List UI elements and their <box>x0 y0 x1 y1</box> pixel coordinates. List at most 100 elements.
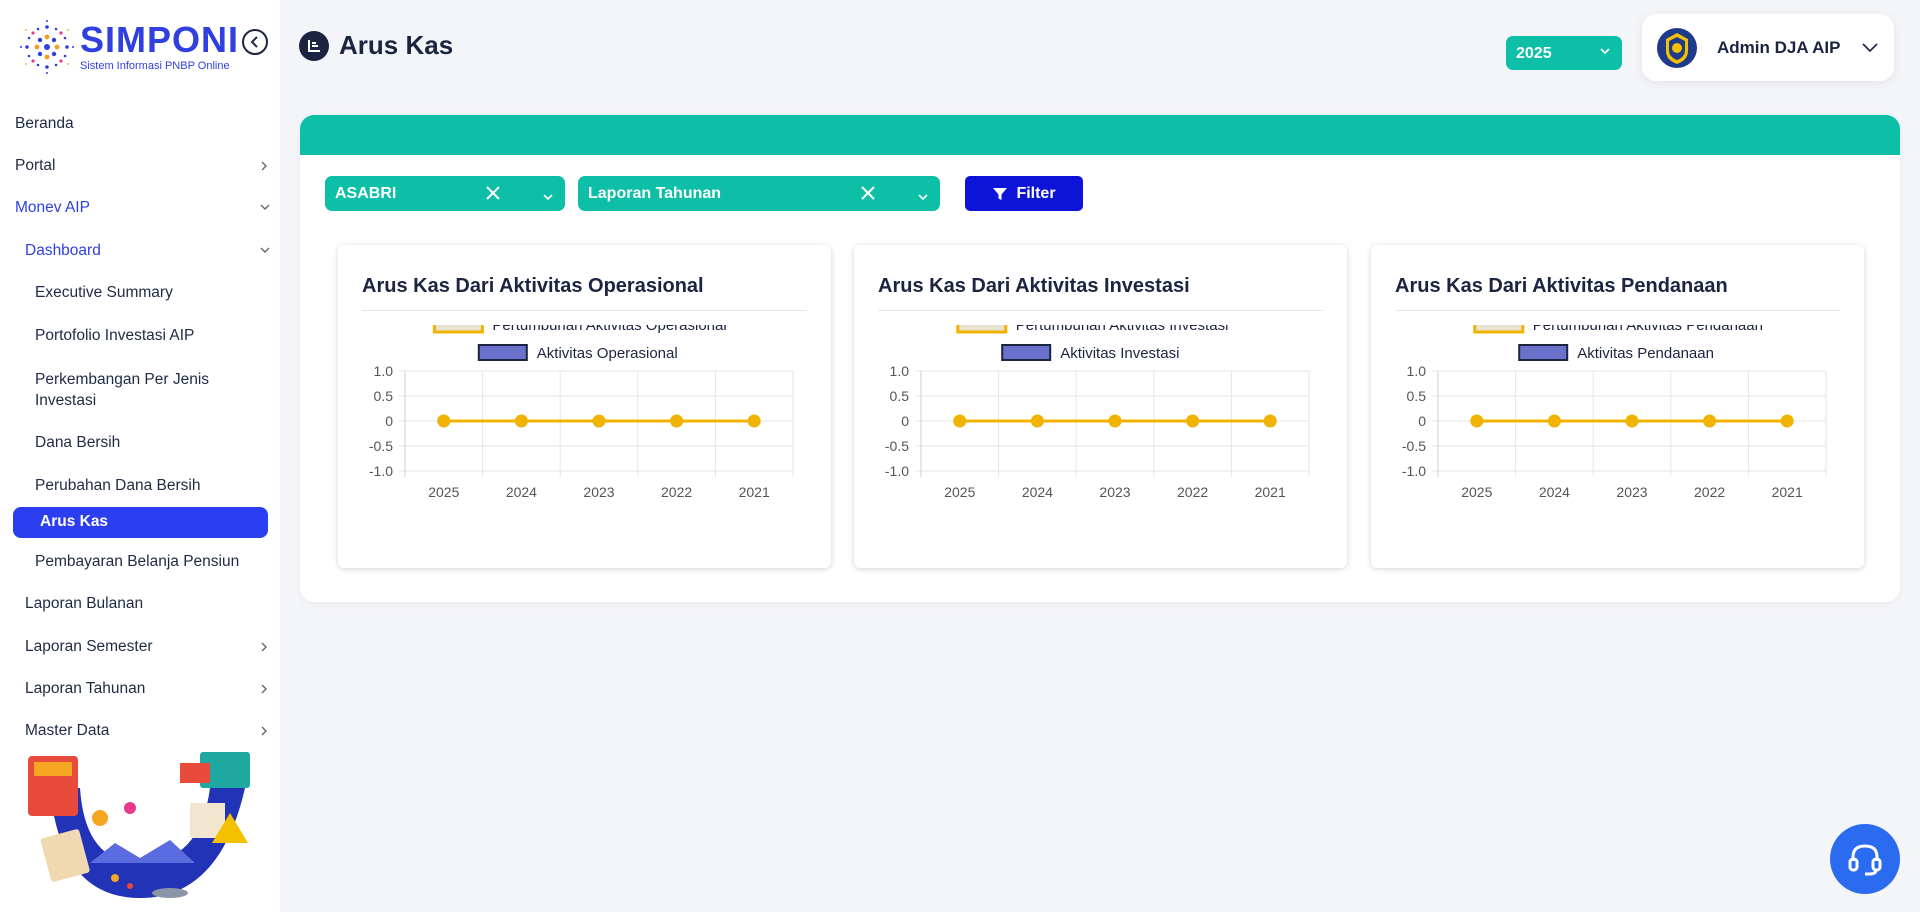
sidebar: SIMPONI Sistem Informasi PNBP Online Ber… <box>0 0 280 912</box>
legend-label: Aktivitas Investasi <box>1060 345 1179 362</box>
sidebar-item-label: Investasi <box>35 392 97 409</box>
clear-icon[interactable] <box>485 185 501 206</box>
x-tick-label: 2022 <box>1694 484 1725 500</box>
chart-card-investasi: Arus Kas Dari Aktivitas Investasi Pertum… <box>854 245 1347 568</box>
legend-swatch-activity <box>1001 344 1052 361</box>
app-tagline: Sistem Informasi PNBP Online <box>80 60 230 72</box>
chart-title: Arus Kas Dari Aktivitas Pendanaan <box>1395 275 1728 297</box>
data-point <box>747 414 761 428</box>
data-point <box>1547 414 1561 428</box>
line-chart: Pertumbuhan Aktivitas Investasi Aktivitas… <box>885 325 1310 500</box>
report-type-value: Laporan Tahunan <box>588 185 722 202</box>
data-point <box>514 414 528 428</box>
chart-card-pendanaan: Arus Kas Dari Aktivitas Pendanaan Pertum… <box>1371 245 1864 568</box>
sidebar-item-label: Perubahan Dana Bersih <box>35 477 201 494</box>
line-chart: Pertumbuhan Aktivitas Pendanaan Aktivitas… <box>1402 325 1827 500</box>
sidebar-item-beranda[interactable]: Beranda <box>15 115 74 133</box>
chevron-down-icon <box>260 203 270 211</box>
y-tick-label: -1.0 <box>369 463 393 479</box>
sidebar-item-label: Monev AIP <box>15 199 90 216</box>
x-tick-label: 2024 <box>1539 484 1570 500</box>
chevron-right-icon <box>260 726 268 736</box>
sidebar-item-dana-bersih[interactable]: Dana Bersih <box>35 434 120 452</box>
collapse-sidebar-button[interactable] <box>242 29 268 55</box>
data-point <box>1186 414 1200 428</box>
sidebar-item-dashboard[interactable]: Dashboard <box>25 242 270 260</box>
x-tick-label: 2023 <box>583 484 614 500</box>
sidebar-item-pembayaran-belanja-pensiun[interactable]: Pembayaran Belanja Pensiun <box>35 553 239 571</box>
y-tick-label: 0.5 <box>1407 388 1427 404</box>
user-name: Admin DJA AIP <box>1717 38 1841 57</box>
simponi-logo-icon <box>20 20 74 74</box>
user-menu[interactable]: Admin DJA AIP <box>1642 14 1894 81</box>
app-logo[interactable]: SIMPONI Sistem Informasi PNBP Online <box>18 18 239 76</box>
arus-kas-panel: ASABRI Laporan Tahunan Filter Arus Kas D… <box>300 115 1900 602</box>
headset-icon <box>1848 844 1882 876</box>
sidebar-item-monev-aip[interactable]: Monev AIP <box>15 199 270 217</box>
divider <box>878 310 1323 311</box>
y-tick-label: 1.0 <box>1407 363 1427 379</box>
y-tick-label: -0.5 <box>369 438 393 454</box>
sidebar-item-executive-summary[interactable]: Executive Summary <box>35 284 173 302</box>
data-point <box>1703 414 1717 428</box>
legend-swatch-activity <box>477 344 528 361</box>
x-tick-label: 2025 <box>428 484 459 500</box>
divider <box>362 310 807 311</box>
sidebar-item-label: Dana Bersih <box>35 434 121 451</box>
legend-label: Pertumbuhan Aktivitas Operasional <box>492 325 726 334</box>
app-name: SIMPONI <box>80 19 240 60</box>
panel-header <box>300 115 1900 155</box>
y-tick-label: 0.5 <box>890 388 910 404</box>
x-tick-label: 2021 <box>739 484 770 500</box>
legend-swatch-activity <box>1518 344 1569 361</box>
sidebar-item-label: Beranda <box>15 115 74 132</box>
chart-title: Arus Kas Dari Aktivitas Investasi <box>878 275 1190 297</box>
chevron-right-icon <box>260 642 268 652</box>
decorative-illustration <box>28 752 250 898</box>
sidebar-item-portal[interactable]: Portal <box>15 157 268 175</box>
chevron-left-icon <box>250 36 258 48</box>
sidebar-item-label: Arus Kas <box>40 513 109 530</box>
filter-button-label: Filter <box>1016 184 1056 202</box>
sidebar-item-perubahan-dana-bersih[interactable]: Perubahan Dana Bersih <box>35 477 200 495</box>
sidebar-item-laporan-semester[interactable]: Laporan Semester <box>25 638 268 656</box>
year-value: 2025 <box>1516 45 1552 62</box>
entity-select[interactable]: ASABRI <box>325 176 565 211</box>
data-point <box>1263 414 1277 428</box>
sidebar-item-laporan-bulanan[interactable]: Laporan Bulanan <box>25 595 143 613</box>
chevron-right-icon <box>260 161 268 171</box>
sidebar-item-label: Laporan Bulanan <box>25 595 144 612</box>
filter-button[interactable]: Filter <box>965 176 1083 211</box>
entity-value: ASABRI <box>335 185 397 202</box>
chart-title: Arus Kas Dari Aktivitas Operasional <box>362 275 704 297</box>
chevron-right-icon <box>260 684 268 694</box>
data-point <box>1780 414 1794 428</box>
clear-icon[interactable] <box>860 185 876 206</box>
x-tick-label: 2021 <box>1772 484 1803 500</box>
y-tick-label: 1.0 <box>890 363 910 379</box>
page-title: Arus Kas <box>339 30 454 60</box>
y-tick-label: 0.5 <box>374 388 394 404</box>
data-point <box>670 414 684 428</box>
report-icon <box>299 30 329 61</box>
sidebar-item-arus-kas[interactable]: Arus Kas <box>13 507 268 538</box>
year-select[interactable]: 2025 <box>1506 36 1622 70</box>
sidebar-item-portofolio-investasi[interactable]: Portofolio Investasi AIP <box>35 327 194 345</box>
sidebar-item-label: Portofolio Investasi AIP <box>35 327 195 344</box>
sidebar-item-perkembangan-jenis-investasi[interactable]: Perkembangan Per Jenis Investasi <box>35 369 209 411</box>
sidebar-item-label: Dashboard <box>25 242 101 259</box>
y-tick-label: -1.0 <box>1402 463 1426 479</box>
chevron-down-icon <box>260 246 270 254</box>
sidebar-item-label: Laporan Semester <box>25 638 153 655</box>
sidebar-item-label: Pembayaran Belanja Pensiun <box>35 553 240 570</box>
data-point <box>1625 414 1639 428</box>
sidebar-item-laporan-tahunan[interactable]: Laporan Tahunan <box>25 680 268 698</box>
report-type-select[interactable]: Laporan Tahunan <box>578 176 940 211</box>
data-point <box>437 414 451 428</box>
y-tick-label: 0 <box>385 413 393 429</box>
help-support-button[interactable] <box>1830 824 1900 894</box>
sidebar-item-label: Executive Summary <box>35 284 173 301</box>
sidebar-item-master-data[interactable]: Master Data <box>25 722 268 740</box>
legend-label: Pertumbuhan Aktivitas Investasi <box>1016 325 1229 334</box>
legend-label: Aktivitas Operasional <box>537 345 678 362</box>
